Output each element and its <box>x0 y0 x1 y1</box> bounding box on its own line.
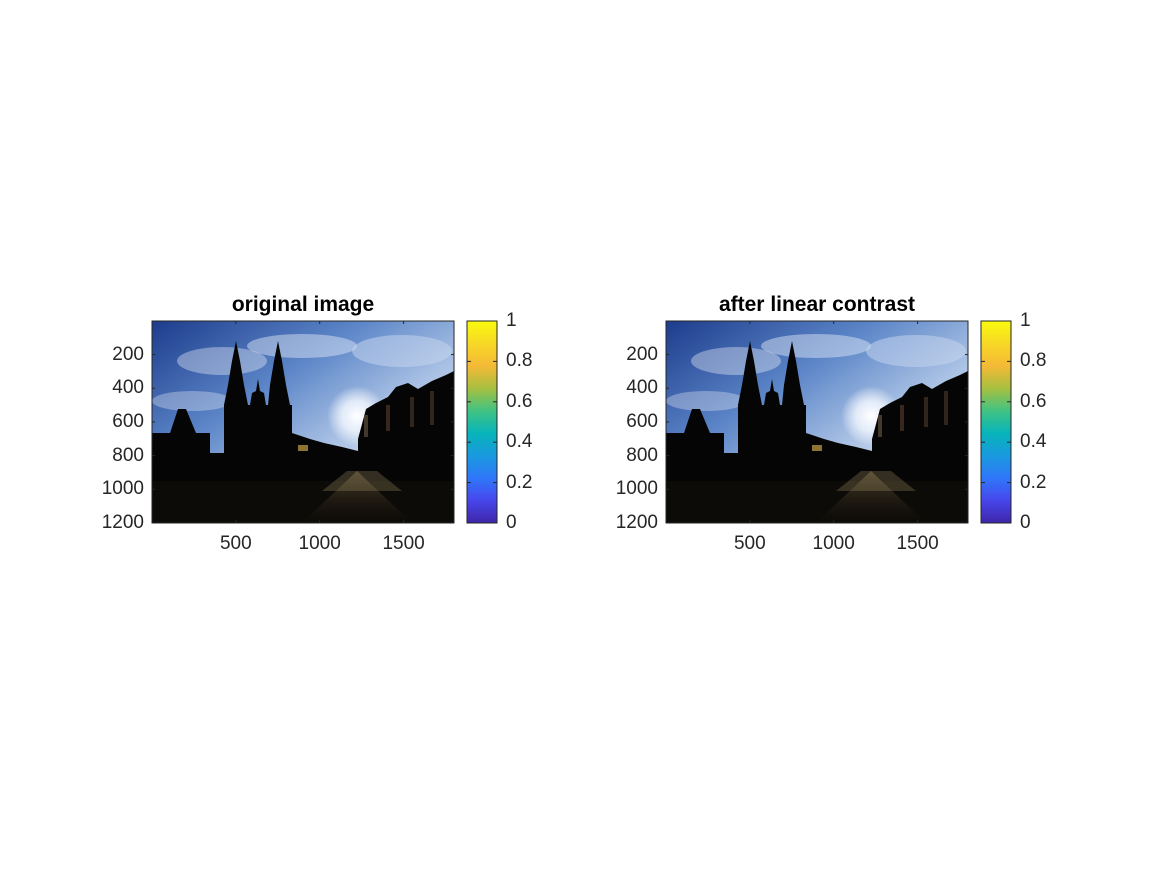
colorbar-tick-label: 0.4 <box>506 431 533 453</box>
colorbar-tick-label: 0.8 <box>506 350 533 372</box>
colorbar-tick-label: 0.2 <box>1020 471 1047 493</box>
image-display <box>152 321 454 523</box>
xtick-label: 1000 <box>298 533 341 554</box>
ytick-label: 200 <box>112 343 144 365</box>
colorbar <box>980 320 1012 524</box>
ytick-label: 400 <box>626 377 658 399</box>
panel-2 <box>665 320 1012 524</box>
colorbar-tick-label: 0.2 <box>506 471 533 493</box>
ytick-label: 600 <box>626 410 658 432</box>
colorbar-tick-label: 1 <box>506 310 517 331</box>
xtick-label: 500 <box>733 533 766 554</box>
colorbar <box>466 320 498 524</box>
colorbar-tick-label: 0.8 <box>1020 350 1047 372</box>
ytick-label: 1200 <box>615 511 658 533</box>
ytick-label: 1000 <box>615 478 658 500</box>
ytick-label: 600 <box>112 410 144 432</box>
panel-1 <box>151 320 498 524</box>
ytick-label: 800 <box>112 444 144 466</box>
colorbar-tick-label: 0.6 <box>506 390 533 412</box>
colorbar-tick-label: 0 <box>506 512 517 533</box>
xtick-label: 1000 <box>812 533 855 554</box>
panel-title: after linear contrast <box>718 293 916 316</box>
ytick-label: 400 <box>112 377 144 399</box>
colorbar-tick-label: 0.6 <box>1020 390 1047 412</box>
panel-title: original image <box>231 293 375 316</box>
ytick-label: 1000 <box>101 478 144 500</box>
image-display <box>666 321 968 523</box>
ytick-label: 200 <box>626 343 658 365</box>
ytick-label: 800 <box>626 444 658 466</box>
ytick-label: 1200 <box>101 511 144 533</box>
xtick-label: 500 <box>219 533 252 554</box>
xtick-label: 1500 <box>896 533 939 554</box>
xtick-label: 1500 <box>382 533 425 554</box>
colorbar-tick-label: 0 <box>1020 512 1031 533</box>
colorbar-tick-label: 0.4 <box>1020 431 1047 453</box>
colorbar-tick-label: 1 <box>1020 310 1031 331</box>
